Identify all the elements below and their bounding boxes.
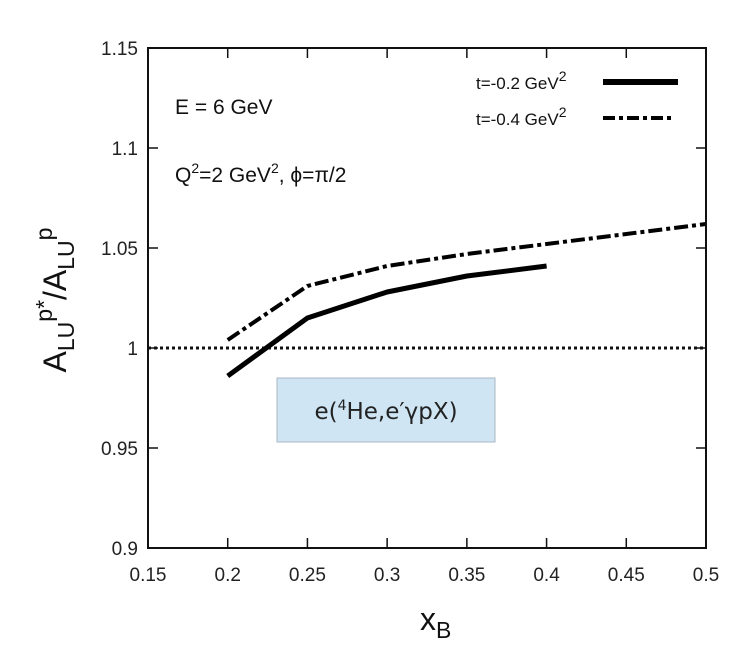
kinematics-annotation: Q2=2 GeV2, ϕ=π/2 <box>175 160 346 187</box>
x-tick-label: 0.35 <box>448 565 485 586</box>
x-tick-label: 0.3 <box>374 565 400 586</box>
reaction-box: e(4He,e′γpX) <box>276 377 496 443</box>
y-tick-label: 1 <box>127 339 138 360</box>
x-tick-label: 0.25 <box>289 565 326 586</box>
reaction-box-bg <box>276 377 496 443</box>
series-line-t02 <box>226 263 547 379</box>
x-tick-label: 0.4 <box>533 565 560 586</box>
legend-label-t02: t=-0.2 GeV2 <box>476 68 567 93</box>
phi-annotation: , ϕ=π/2 <box>279 164 347 187</box>
y-axis-label: ALUp*/ALUp <box>31 228 79 373</box>
x-axis-label: xB <box>420 601 451 643</box>
x-tick-label: 0.15 <box>130 565 167 586</box>
q2-mid: =2 GeV <box>199 164 271 187</box>
series-line-t04 <box>226 222 707 342</box>
x-tick-label: 0.45 <box>608 565 645 586</box>
y-tick-label: 0.95 <box>101 439 138 460</box>
energy-annotation: E = 6 GeV <box>175 96 272 119</box>
q2-unit-sup: 2 <box>271 160 279 176</box>
y-tick-label: 1.05 <box>101 239 138 260</box>
q2-sup: 2 <box>191 160 199 176</box>
y-tick-label: 1.15 <box>101 39 138 60</box>
plot-frame <box>147 47 707 549</box>
legend-label-t04: t=-0.4 GeV2 <box>476 104 567 129</box>
x-axis-ticks: 0.15 0.2 0.25 0.3 0.35 0.4 0.45 0.5 <box>130 48 719 586</box>
x-tick-label: 0.2 <box>215 565 241 586</box>
x-tick-label: 0.5 <box>693 565 719 586</box>
y-tick-label: 0.9 <box>112 539 138 560</box>
y-axis-ticks: 0.9 0.95 1 1.05 1.1 1.15 <box>101 39 706 560</box>
legend: t=-0.2 GeV2 t=-0.4 GeV2 <box>476 68 678 129</box>
y-tick-label: 1.1 <box>112 139 138 160</box>
reaction-label: e(4He,e′γpX) <box>314 398 457 425</box>
q2-prefix: Q <box>175 164 191 187</box>
